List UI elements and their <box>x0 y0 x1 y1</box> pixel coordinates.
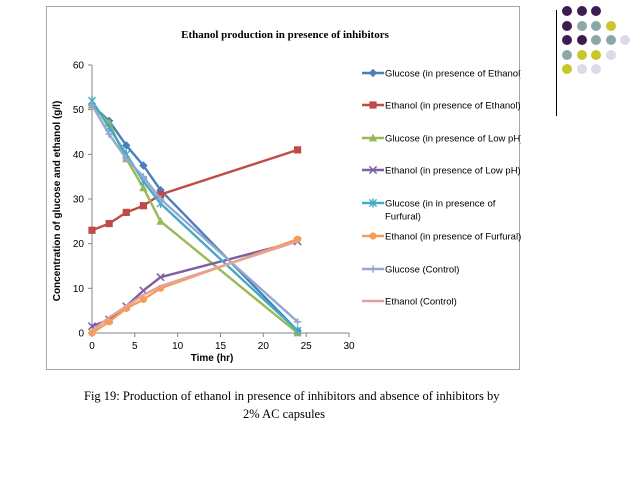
x-tick-label: 5 <box>132 341 138 352</box>
decor-dot <box>605 35 616 45</box>
x-tick-label: 20 <box>258 341 270 352</box>
legend-swatch-marker <box>368 68 378 78</box>
legend-swatch-marker <box>369 232 377 240</box>
x-tick-label: 30 <box>343 341 355 352</box>
legend-swatch-marker <box>368 198 378 208</box>
data-point <box>139 295 147 304</box>
legend-entry-7: Glucose (Control) <box>362 265 459 276</box>
legend-swatch-marker <box>369 101 377 109</box>
axes: 0 10 20 30 40 50 60 0 5 10 15 20 25 30 <box>73 61 355 353</box>
series-7 <box>88 101 302 326</box>
y-tick-label: 50 <box>73 105 85 116</box>
legend-entry-4: Ethanol (in presence of Low pH) <box>362 166 521 177</box>
data-point <box>139 173 147 181</box>
decor-dot <box>576 20 587 31</box>
data-point <box>156 195 165 203</box>
decor-dot <box>576 49 587 60</box>
legend-label: Glucose (in presence of Ethanol) <box>385 69 521 80</box>
x-tick-label: 15 <box>215 341 227 352</box>
series-line <box>91 104 299 332</box>
chart-svg: Ethanol production in presence of inhibi… <box>52 29 521 364</box>
legend-label: Glucose (in in presence of <box>385 199 496 210</box>
legend-entry-2: Ethanol (in presence of Ethanol) <box>362 101 521 112</box>
y-tick-label: 10 <box>73 284 85 295</box>
data-point <box>88 329 96 337</box>
y-axis-label: Concentration of glucose and ethanol (g/… <box>52 101 63 302</box>
x-tick-label: 25 <box>301 341 313 352</box>
decor-dot <box>562 6 572 16</box>
data-point <box>156 216 165 225</box>
chart-title: Ethanol production in presence of inhibi… <box>181 29 389 41</box>
data-point <box>156 190 165 199</box>
figure-caption: Fig 19: Production of ethanol in presenc… <box>84 387 500 423</box>
data-point <box>122 155 130 163</box>
data-point <box>139 161 148 170</box>
data-point <box>105 219 113 228</box>
data-point <box>88 101 96 109</box>
legend-entry-5: Glucose (in in presence of Furfural) <box>362 198 496 223</box>
series-layer <box>87 96 302 337</box>
chart-frame: Ethanol production in presence of inhibi… <box>46 6 521 370</box>
y-tick-label: 0 <box>78 329 84 340</box>
series-line <box>90 104 299 323</box>
decor-dot <box>605 49 616 60</box>
data-point <box>156 273 165 282</box>
decor-dot <box>591 20 601 31</box>
legend-label: Glucose (Control) <box>385 265 459 276</box>
decorative-dot-grid <box>562 6 636 96</box>
legend-entry-1: Glucose (in presence of Ethanol) <box>362 69 521 80</box>
decor-dot <box>576 64 587 74</box>
decorative-divider <box>556 10 557 116</box>
decor-dot <box>576 6 587 16</box>
decor-dot <box>591 49 601 60</box>
series-2 <box>88 146 302 234</box>
legend-swatch-marker <box>369 265 377 273</box>
series-line <box>91 104 299 334</box>
decor-dot <box>562 35 572 45</box>
decor-dot <box>562 20 572 31</box>
series-line <box>91 240 298 332</box>
legend-label: Glucose (in presence of Low pH) <box>385 134 521 145</box>
legend-label: Ethanol (Control) <box>385 297 457 308</box>
y-tick-label: 30 <box>73 195 85 206</box>
series-8 <box>91 240 298 332</box>
legend: Glucose (in presence of Ethanol) Ethanol … <box>362 69 521 308</box>
data-point <box>294 318 302 326</box>
decor-dot <box>591 35 601 45</box>
legend-label: Furfural) <box>385 212 421 223</box>
series-line <box>91 240 298 328</box>
y-tick-label: 60 <box>73 61 85 72</box>
legend-entry-6: Ethanol (in presence of Furfural) <box>362 232 521 243</box>
decor-dot <box>605 20 616 31</box>
data-point <box>139 183 148 192</box>
data-point <box>122 141 131 150</box>
decor-dot <box>562 49 572 60</box>
legend-swatch-marker <box>368 133 378 142</box>
caption-line-2: 2% AC capsules <box>243 407 325 421</box>
y-tick-label: 20 <box>73 239 85 250</box>
decor-dot <box>591 6 601 16</box>
decor-dot <box>576 35 587 45</box>
data-point <box>294 146 302 154</box>
decor-dot <box>620 35 630 45</box>
data-point <box>139 202 147 210</box>
data-point <box>122 208 130 216</box>
legend-label: Ethanol (in presence of Ethanol) <box>385 101 521 112</box>
y-tick-label: 40 <box>73 150 85 161</box>
legend-entry-8: Ethanol (Control) <box>362 297 457 308</box>
legend-label: Ethanol (in presence of Low pH) <box>385 166 521 177</box>
caption-line-1: Fig 19: Production of ethanol in presenc… <box>84 389 500 403</box>
legend-label: Ethanol (in presence of Furfural) <box>385 232 521 243</box>
legend-entry-3: Glucose (in presence of Low pH) <box>362 134 521 145</box>
data-point <box>88 226 96 234</box>
x-axis-label: Time (hr) <box>191 353 234 364</box>
x-tick-label: 0 <box>89 341 95 352</box>
legend-swatch-marker <box>368 165 378 175</box>
decor-dot <box>562 64 572 74</box>
series-line <box>91 238 299 335</box>
data-point <box>105 130 113 138</box>
decor-dot <box>591 64 601 74</box>
x-tick-label: 10 <box>172 341 184 352</box>
data-point <box>293 326 302 336</box>
